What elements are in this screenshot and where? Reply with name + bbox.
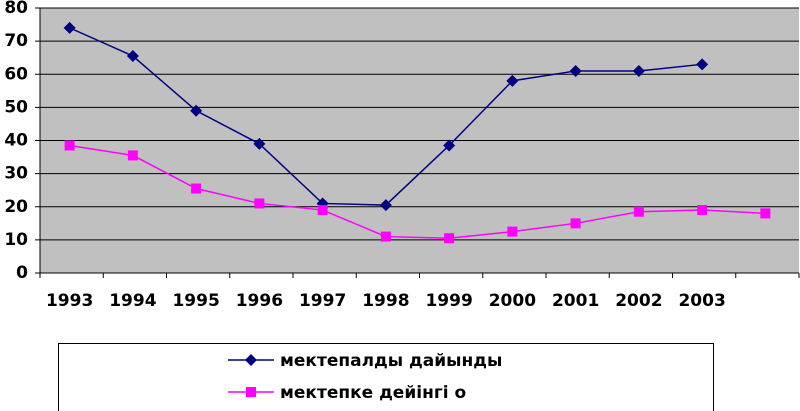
marker — [191, 183, 202, 194]
marker — [444, 233, 455, 244]
x-tick-label: 2002 — [615, 291, 662, 311]
x-tick-label: 2000 — [489, 291, 536, 311]
x-tick-label: 1993 — [46, 291, 93, 311]
y-tick-label: 10 — [4, 230, 28, 250]
x-tick-label: 1994 — [109, 291, 156, 311]
x-tick-label: 1995 — [172, 291, 219, 311]
y-tick-label: 70 — [4, 31, 28, 51]
y-tick-label: 60 — [4, 64, 28, 84]
y-tick-label: 40 — [4, 131, 28, 151]
marker — [254, 198, 265, 209]
marker — [127, 150, 138, 161]
marker — [570, 218, 581, 229]
marker — [696, 58, 709, 71]
y-tick-label: 50 — [4, 97, 28, 117]
marker — [253, 137, 266, 150]
marker — [569, 64, 582, 77]
legend-label: мектепке дейінгі о — [280, 383, 466, 403]
x-tick-label: 1997 — [299, 291, 346, 311]
x-tick-label: 1998 — [362, 291, 409, 311]
marker — [245, 354, 257, 366]
marker — [507, 226, 518, 237]
y-tick-label: 80 — [4, 0, 28, 18]
legend: мектепалды дайынды мектепке дейінгі о — [58, 343, 714, 411]
marker — [760, 208, 771, 219]
marker — [317, 205, 328, 216]
marker — [63, 21, 76, 34]
marker — [632, 64, 645, 77]
marker — [64, 140, 75, 151]
x-tick-label: 1999 — [425, 291, 472, 311]
marker — [506, 74, 519, 87]
x-tick-label: 2001 — [552, 291, 599, 311]
marker — [380, 231, 391, 242]
marker — [190, 104, 203, 117]
y-tick-label: 30 — [4, 164, 28, 184]
marker — [246, 387, 256, 397]
legend-label: мектепалды дайынды — [280, 351, 502, 371]
marker — [633, 206, 644, 217]
marker — [126, 50, 139, 63]
series-line — [69, 144, 766, 239]
marker — [697, 205, 708, 216]
y-tick-label: 20 — [4, 197, 28, 217]
x-tick-label: 2003 — [678, 291, 725, 311]
x-tick-label: 1996 — [236, 291, 283, 311]
y-tick-label: 0 — [16, 263, 28, 283]
marker — [443, 139, 456, 152]
marker — [379, 199, 392, 212]
legend-box — [58, 343, 714, 411]
